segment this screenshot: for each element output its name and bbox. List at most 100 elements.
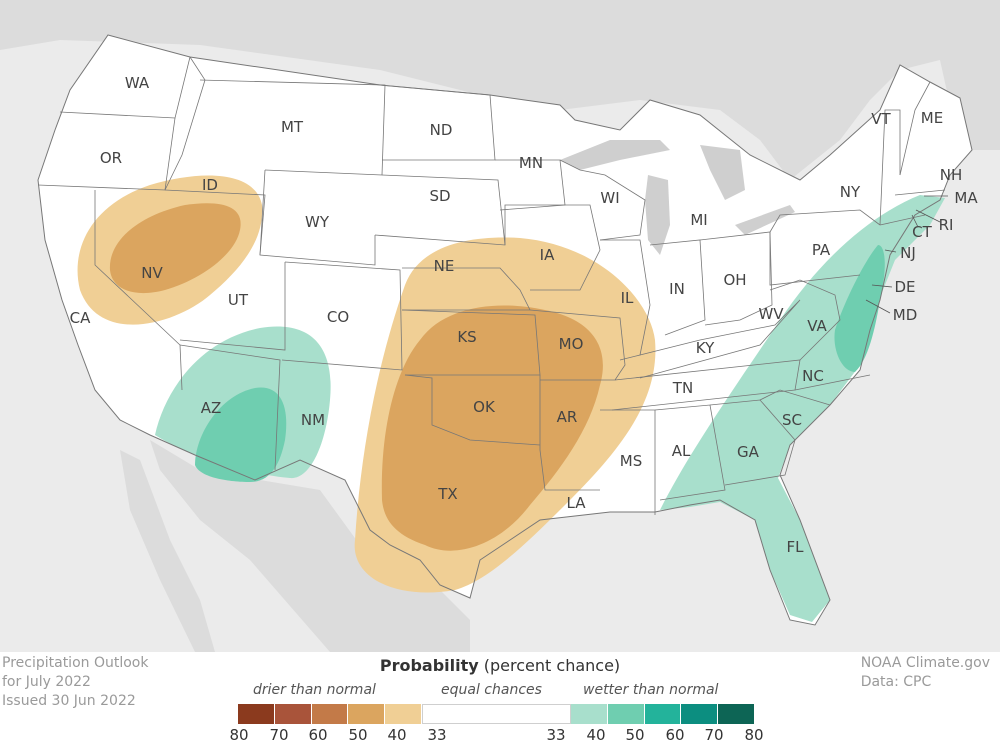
label-leader-lines: [865, 195, 948, 314]
state-label: IA: [540, 246, 555, 264]
legend-swatch-dry-60: [311, 704, 349, 724]
state-label: ME: [921, 109, 943, 127]
legend-swatch-dry-40: [385, 704, 423, 724]
lake-erie: [735, 205, 795, 235]
outlook-title: Precipitation Outlook: [2, 655, 149, 671]
credit-info: NOAA Climate.gov Data: CPC: [861, 654, 990, 692]
state-label: OK: [473, 398, 496, 416]
legend-title: Probability (percent chance): [0, 656, 1000, 675]
legend-tick: 60: [308, 726, 328, 744]
state-label: AR: [557, 408, 578, 426]
state-label: NM: [301, 411, 325, 429]
credit-source: NOAA Climate.gov: [860, 655, 990, 671]
legend-tick: 33: [546, 726, 566, 744]
legend-tick: 70: [269, 726, 289, 744]
legend-swatch-wet-80: [718, 704, 755, 724]
legend-tick: 50: [348, 726, 368, 744]
legend-swatch-wet-70: [681, 704, 719, 724]
state-label: UT: [228, 291, 249, 309]
state-label: SC: [782, 411, 802, 429]
legend-tick: 70: [704, 726, 724, 744]
state-label: MA: [954, 189, 978, 207]
us-outline: [37, 34, 973, 626]
state-label: WV: [758, 305, 784, 323]
state-label: SD: [429, 187, 450, 205]
state-label: KY: [696, 339, 715, 357]
equal-label: equal chances: [441, 682, 542, 698]
legend-swatch-equal: [422, 704, 571, 724]
state-label: MT: [281, 118, 304, 136]
state-label: NC: [802, 367, 824, 385]
credit-data: Data: CPC: [860, 674, 932, 690]
mexico-land: [150, 440, 470, 652]
legend-footer: Precipitation Outlook for July 2022 Issu…: [0, 652, 1000, 750]
state-label: VA: [807, 317, 827, 335]
wet-region-southwest-inner: [195, 387, 287, 482]
legend-swatch-wet-40: [570, 704, 608, 724]
issue-date: Issued 30 Jun 2022: [2, 693, 136, 709]
state-label: AZ: [201, 399, 222, 417]
state-label: PA: [812, 241, 831, 259]
state-label: WI: [600, 189, 619, 207]
legend-tick: 80: [229, 726, 249, 744]
state-label: WA: [125, 74, 150, 92]
state-label: OH: [723, 271, 746, 289]
state-label: DE: [894, 278, 915, 296]
state-label: OR: [100, 149, 122, 167]
state-label: GA: [737, 443, 760, 461]
legend-color-bar: [238, 704, 755, 724]
state-label: ID: [202, 176, 218, 194]
state-label: WY: [305, 213, 330, 231]
wetter-label: wetter than normal: [583, 682, 719, 698]
outlook-period: for July 2022: [2, 674, 91, 690]
state-labels: WA OR CA ID NV MT WY UT AZ CO NM ND SD N…: [70, 74, 979, 556]
lake-michigan: [645, 175, 670, 255]
legend-swatch-dry-80: [238, 704, 275, 724]
state-label: LA: [567, 494, 587, 512]
precipitation-map: WA OR CA ID NV MT WY UT AZ CO NM ND SD N…: [0, 0, 1000, 652]
state-label: RI: [939, 216, 954, 234]
legend-title-rest: (percent chance): [483, 656, 621, 675]
state-label: IL: [621, 289, 634, 307]
legend-swatch-wet-50: [607, 704, 645, 724]
legend-swatch-dry-50: [348, 704, 386, 724]
dry-region-west-inner: [109, 203, 241, 294]
dry-region-central-inner: [381, 305, 603, 551]
legend-tick: 80: [744, 726, 764, 744]
state-label: VT: [871, 110, 891, 128]
state-label: MS: [620, 452, 642, 470]
canada-land: [0, 0, 1000, 180]
state-label: ND: [430, 121, 453, 139]
legend-swatch-wet-60: [644, 704, 682, 724]
legend-tick: 33: [427, 726, 447, 744]
state-label: NV: [141, 264, 163, 282]
state-label: MN: [519, 154, 543, 172]
state-label: AL: [672, 442, 691, 460]
legend-tick: 40: [387, 726, 407, 744]
state-label: NE: [434, 257, 455, 275]
baja-peninsula: [120, 450, 215, 652]
state-label: CT: [912, 223, 932, 241]
legend-tick: 40: [586, 726, 606, 744]
state-label: CO: [327, 308, 349, 326]
legend-title-bold: Probability: [379, 656, 479, 675]
drier-label: drier than normal: [253, 682, 376, 698]
state-label: NY: [840, 183, 861, 201]
lake-huron: [700, 145, 745, 200]
lake-superior: [560, 140, 670, 170]
outlook-info: Precipitation Outlook for July 2022 Issu…: [2, 654, 148, 711]
state-label: FL: [787, 538, 805, 556]
state-label: MO: [559, 335, 584, 353]
state-label: NJ: [900, 244, 916, 262]
state-label: IN: [669, 280, 685, 298]
state-label: CA: [70, 309, 91, 327]
state-label: MI: [690, 211, 707, 229]
state-label: KS: [457, 328, 476, 346]
legend-tick: 50: [625, 726, 645, 744]
wet-region-midatlantic: [834, 245, 885, 372]
legend-swatch-dry-70: [274, 704, 312, 724]
state-label: TX: [437, 485, 457, 503]
state-label: NH: [940, 166, 963, 184]
state-borders: [37, 56, 946, 515]
state-label: TN: [672, 379, 693, 397]
